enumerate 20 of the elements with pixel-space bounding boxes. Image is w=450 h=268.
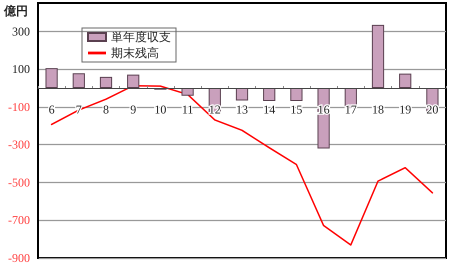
x-tick-label: 11 [182,102,194,116]
legend-label: 単年度収支 [111,30,171,44]
x-tick-label: 8 [103,102,109,116]
y-tick-label: -100 [8,100,30,114]
y-tick-label: -900 [8,251,30,265]
x-tick-label: 6 [48,102,55,116]
x-tick-label: 13 [236,102,248,116]
legend-label: 期末残高 [111,46,159,60]
y-tick-label: 100 [12,62,30,76]
y-tick-label: 300 [12,24,30,38]
x-tick-label: 10 [154,102,166,116]
x-tick-label: 18 [372,102,384,116]
y-axis-title: 億円 [3,4,28,18]
x-tick-label: 19 [399,102,412,116]
x-tick-label: 9 [130,102,136,116]
x-tick-label: 15 [290,102,302,116]
y-tick-label: -700 [8,213,30,228]
y-tick-label: -300 [8,138,30,152]
x-tick-label: 14 [263,102,276,116]
y-tick-label: -500 [8,175,30,190]
